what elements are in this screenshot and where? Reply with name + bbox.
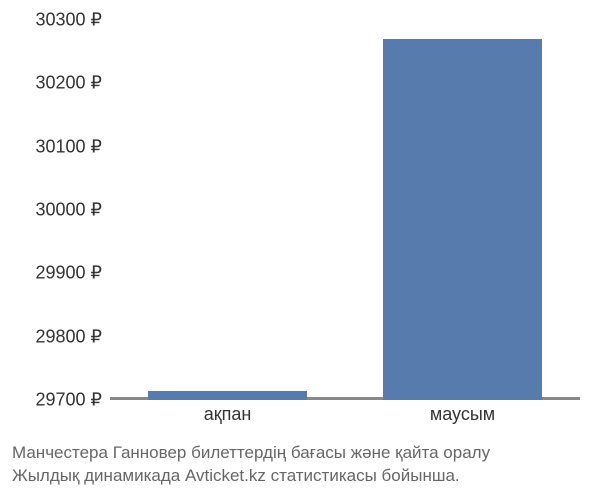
plot-area — [110, 20, 580, 400]
caption-line-1: Манчестера Ганновер билеттердің бағасы ж… — [12, 443, 490, 462]
y-tick-label: 30200 ₽ — [35, 73, 102, 94]
y-tick-label: 30100 ₽ — [35, 136, 102, 157]
y-tick-label: 29900 ₽ — [35, 263, 102, 284]
y-tick-label: 30300 ₽ — [35, 10, 102, 31]
y-tick-label: 29700 ₽ — [35, 390, 102, 411]
x-tick-label: ақпан — [204, 404, 252, 425]
y-tick-label: 30000 ₽ — [35, 200, 102, 221]
y-tick-label: 29800 ₽ — [35, 326, 102, 347]
bar — [148, 391, 308, 401]
caption-line-2: Жылдық динамикада Avticket.kz статистика… — [12, 466, 460, 485]
x-tick-label: маусым — [430, 404, 495, 425]
chart-caption: Манчестера Ганновер билеттердің бағасы ж… — [12, 442, 590, 488]
price-bar-chart: 29700 ₽ 29800 ₽ 29900 ₽ 30000 ₽ 30100 ₽ 30200… — [0, 0, 600, 500]
bar — [383, 39, 543, 400]
